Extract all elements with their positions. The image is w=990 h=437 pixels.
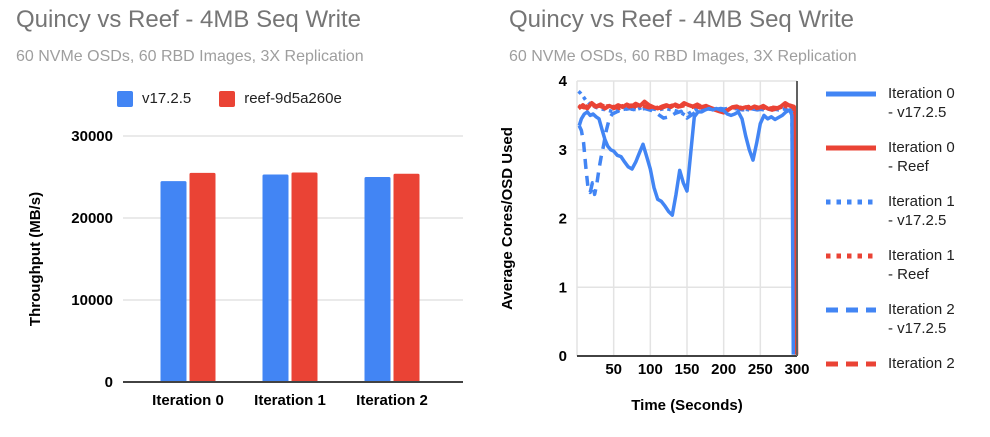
legend-item-iteration-0-v17-2-5: Iteration 0- v17.2.5	[826, 84, 955, 122]
x-axis-category-label: Iteration 1	[254, 392, 326, 409]
legend-line-swatch-dotted	[826, 199, 876, 205]
legend-label: Iteration 2- v17.2.5	[888, 301, 955, 337]
legend-label: Iteration 1- v17.2.5	[888, 193, 955, 229]
bar-reef-9d5a260e-iteration-1	[291, 172, 318, 382]
x-axis-tick-label: 150	[674, 361, 699, 378]
x-axis-tick-label: 300	[784, 361, 809, 378]
legend-item-v17-2-5: v17.2.5	[117, 90, 191, 107]
bar-v17-2-5-iteration-0	[160, 181, 187, 382]
y-axis-title: Average Cores/OSD Used	[499, 127, 516, 310]
bar-v17-2-5-iteration-2	[364, 177, 391, 382]
y-axis-tick-label: 20000	[71, 210, 113, 227]
x-axis-tick-label: 50	[605, 361, 622, 378]
y-axis-tick-label: 3	[559, 142, 567, 159]
bar-chart-legend: v17.2.5 reef-9d5a260e	[117, 90, 342, 107]
x-axis-category-label: Iteration 2	[356, 392, 428, 409]
x-axis-tick-label: 200	[711, 361, 736, 378]
legend-label: Iteration 2	[888, 355, 955, 372]
legend-label-reef-9d5a260e: reef-9d5a260e	[244, 90, 342, 107]
legend-item-iteration-1-reef: Iteration 1- Reef	[826, 246, 955, 284]
legend-swatch-blue	[117, 90, 133, 107]
bar-chart-title: Quincy vs Reef - 4MB Seq Write	[16, 6, 361, 33]
series-line-iteration-0-v17-2-5	[577, 106, 796, 355]
y-axis-tick-label: 10000	[71, 292, 113, 309]
y-axis-tick-label: 0	[105, 374, 113, 391]
legend-item-iteration-2: Iteration 2	[826, 354, 955, 373]
legend-line-swatch-dashed	[826, 361, 876, 367]
x-axis-category-label: Iteration 0	[152, 392, 224, 409]
y-axis-tick-label: 30000	[71, 128, 113, 145]
bar-reef-9d5a260e-iteration-2	[393, 173, 420, 382]
legend-line-swatch-solid	[826, 91, 876, 97]
legend-item-reef-9d5a260e: reef-9d5a260e	[219, 90, 342, 107]
line-chart-legend: Iteration 0- v17.2.5 Iteration 0- Reef Ite…	[826, 84, 955, 373]
series-line-iteration-0-reef	[577, 99, 799, 355]
legend-label: Iteration 0- Reef	[888, 139, 955, 175]
throughput-bar-chart-panel: Quincy vs Reef - 4MB Seq Write 60 NVMe O…	[16, 6, 463, 409]
y-axis-tick-label: 1	[559, 279, 567, 296]
y-axis-tick-label: 0	[559, 348, 567, 365]
x-axis-tick-label: 250	[748, 361, 773, 378]
legend-item-iteration-2-v17-2-5: Iteration 2- v17.2.5	[826, 300, 955, 338]
legend-label-v17-2-5: v17.2.5	[142, 90, 192, 107]
legend-item-iteration-1-v17-2-5: Iteration 1- v17.2.5	[826, 192, 955, 230]
legend-line-swatch-dotted	[826, 253, 876, 259]
legend-label: Iteration 1- Reef	[888, 247, 955, 283]
legend-line-swatch-dashed	[826, 307, 876, 313]
line-chart-subtitle: 60 NVMe OSDs, 60 RBD Images, 3X Replicat…	[509, 48, 857, 65]
legend-label: Iteration 0- v17.2.5	[888, 85, 955, 121]
legend-item-iteration-0-reef: Iteration 0- Reef	[826, 138, 955, 176]
y-axis-tick-label: 2	[559, 211, 567, 228]
legend-swatch-red	[219, 90, 236, 107]
cpu-line-chart-panel: Quincy vs Reef - 4MB Seq Write 60 NVMe O…	[495, 0, 990, 437]
bar-v17-2-5-iteration-1	[262, 174, 289, 382]
x-axis-tick-label: 100	[638, 361, 663, 378]
series-line-iteration-2-v17-2-5	[577, 106, 797, 355]
legend-line-swatch-solid	[826, 145, 876, 151]
line-chart-title: Quincy vs Reef - 4MB Seq Write	[509, 6, 854, 33]
bar-reef-9d5a260e-iteration-0	[189, 172, 216, 382]
line-chart: 0 1 2 3 4 50 100 150 200 250 300 Time (Seconds) Aver…	[499, 73, 810, 414]
x-axis-title: Time (Seconds)	[631, 397, 742, 414]
y-axis-tick-label: 4	[559, 73, 568, 90]
y-axis-title: Throughput (MB/s)	[27, 192, 44, 326]
bar-chart-subtitle: 60 NVMe OSDs, 60 RBD Images, 3X Replicat…	[16, 48, 364, 65]
bar-chart: 0 10000 20000 30000 Iteration 0 Iteration 1 It…	[27, 128, 463, 409]
